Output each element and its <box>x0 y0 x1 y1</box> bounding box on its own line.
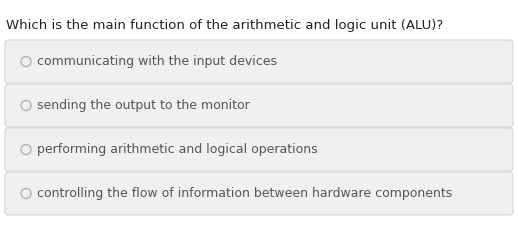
FancyBboxPatch shape <box>5 172 513 215</box>
FancyBboxPatch shape <box>5 84 513 127</box>
Text: sending the output to the monitor: sending the output to the monitor <box>37 99 250 112</box>
Text: performing arithmetic and logical operations: performing arithmetic and logical operat… <box>37 143 318 156</box>
FancyBboxPatch shape <box>5 40 513 83</box>
Text: Which is the main function of the arithmetic and logic unit (ALU)?: Which is the main function of the arithm… <box>6 19 443 32</box>
Text: controlling the flow of information between hardware components: controlling the flow of information betw… <box>37 187 452 200</box>
Text: communicating with the input devices: communicating with the input devices <box>37 55 277 68</box>
FancyBboxPatch shape <box>5 128 513 171</box>
